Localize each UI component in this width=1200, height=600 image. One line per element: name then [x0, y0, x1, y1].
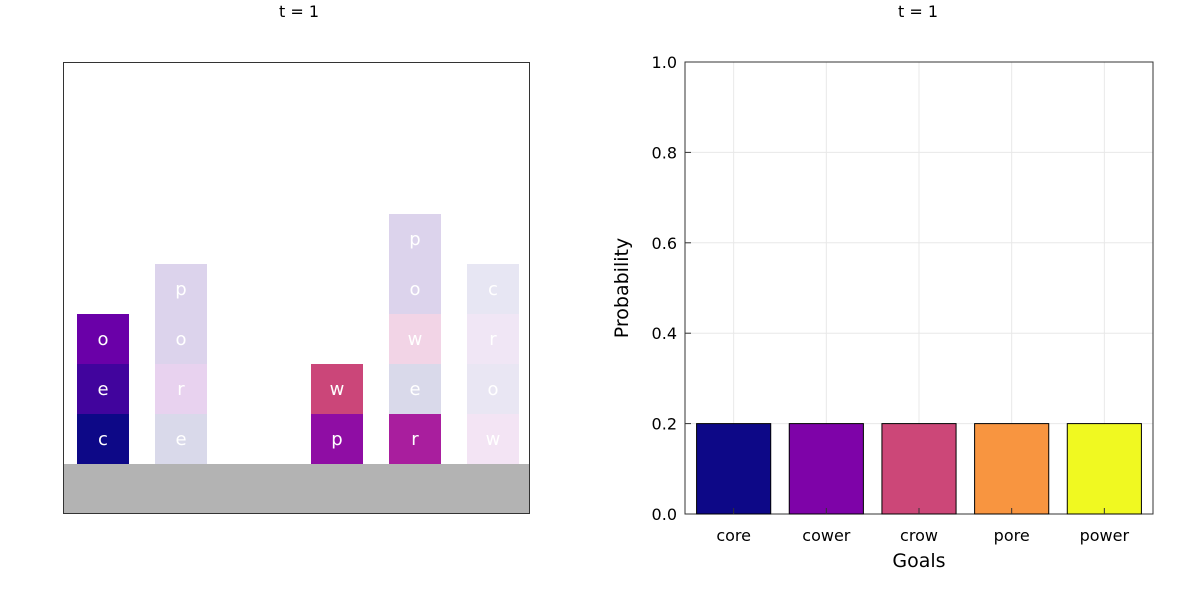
block-letter: r — [411, 429, 419, 450]
x-tick-label: crow — [900, 526, 938, 545]
y-axis-label: Probability — [611, 238, 633, 338]
x-tick-label: core — [716, 526, 751, 545]
bar-cower — [788, 423, 864, 515]
block-face — [77, 414, 129, 464]
y-tick-label: 0.6 — [652, 234, 677, 253]
block-face — [389, 414, 441, 464]
block-face — [311, 364, 363, 414]
goal-probability-chart: 0.0 0.2 0.4 0.6 0.8 1.0 core cower crow pore power… — [611, 53, 1154, 572]
block-face — [467, 414, 519, 464]
block-letter: e — [175, 429, 186, 450]
block-letter: p — [409, 229, 420, 250]
block-letter: w — [486, 429, 501, 450]
block-p[interactable]: p — [155, 264, 207, 314]
x-tick-label: power — [1080, 526, 1130, 545]
block-p[interactable]: p — [311, 414, 363, 464]
blocks-world-panel: c e o e r o p p w r e w o p w o r c — [63, 62, 530, 514]
block-p[interactable]: p — [389, 214, 441, 264]
y-tick-label: 0.0 — [652, 505, 677, 524]
block-e[interactable]: e — [155, 414, 207, 464]
bar-crow — [881, 423, 957, 515]
block-letter: e — [97, 379, 108, 400]
block-r[interactable]: r — [155, 364, 207, 414]
block-letter: r — [177, 379, 185, 400]
block-face — [155, 314, 207, 364]
block-c[interactable]: c — [467, 264, 519, 314]
table-surface — [64, 464, 529, 513]
block-face — [389, 264, 441, 314]
y-tick-label: 0.2 — [652, 415, 677, 434]
block-w[interactable]: w — [389, 314, 441, 364]
block-face — [389, 364, 441, 414]
bar-pore — [974, 423, 1050, 515]
bar-core — [696, 423, 772, 515]
block-w[interactable]: w — [467, 414, 519, 464]
block-o[interactable]: o — [467, 364, 519, 414]
x-axis-label: Goals — [892, 550, 945, 572]
block-face — [155, 264, 207, 314]
block-letter: c — [98, 429, 108, 450]
block-letter: o — [409, 279, 420, 300]
block-letter: o — [487, 379, 498, 400]
block-face — [77, 364, 129, 414]
block-letter: c — [488, 279, 498, 300]
block-e[interactable]: e — [389, 364, 441, 414]
block-r[interactable]: r — [389, 414, 441, 464]
block-o[interactable]: o — [77, 314, 129, 364]
block-face — [467, 314, 519, 364]
block-face — [155, 414, 207, 464]
block-letter: w — [330, 379, 345, 400]
y-tick-label: 0.8 — [652, 143, 677, 162]
block-w[interactable]: w — [311, 364, 363, 414]
block-face — [467, 264, 519, 314]
block-o[interactable]: o — [389, 264, 441, 314]
block-face — [467, 364, 519, 414]
x-tick-label: cower — [802, 526, 851, 545]
block-face — [389, 314, 441, 364]
bar-power — [1066, 423, 1142, 515]
chart-title: t = 1 — [897, 2, 939, 21]
block-letter: e — [409, 379, 420, 400]
block-letter: p — [331, 429, 342, 450]
block-letter: o — [175, 329, 186, 350]
block-face — [311, 414, 363, 464]
block-letter: p — [175, 279, 186, 300]
block-face — [389, 214, 441, 264]
block-letter: w — [408, 329, 423, 350]
block-letter: o — [97, 329, 108, 350]
y-tick-label: 0.4 — [652, 324, 677, 343]
block-o[interactable]: o — [155, 314, 207, 364]
blocks-world-canvas: c e o e r o p p w r e w o p w o r c — [64, 214, 529, 513]
y-tick-label: 1.0 — [652, 53, 677, 72]
block-face — [155, 364, 207, 414]
block-letter: r — [489, 329, 497, 350]
block-face — [77, 314, 129, 364]
block-c[interactable]: c — [77, 414, 129, 464]
block-e[interactable]: e — [77, 364, 129, 414]
x-tick-label: pore — [994, 526, 1030, 545]
block-r[interactable]: r — [467, 314, 519, 364]
blocks-panel-title: t = 1 — [278, 2, 320, 21]
